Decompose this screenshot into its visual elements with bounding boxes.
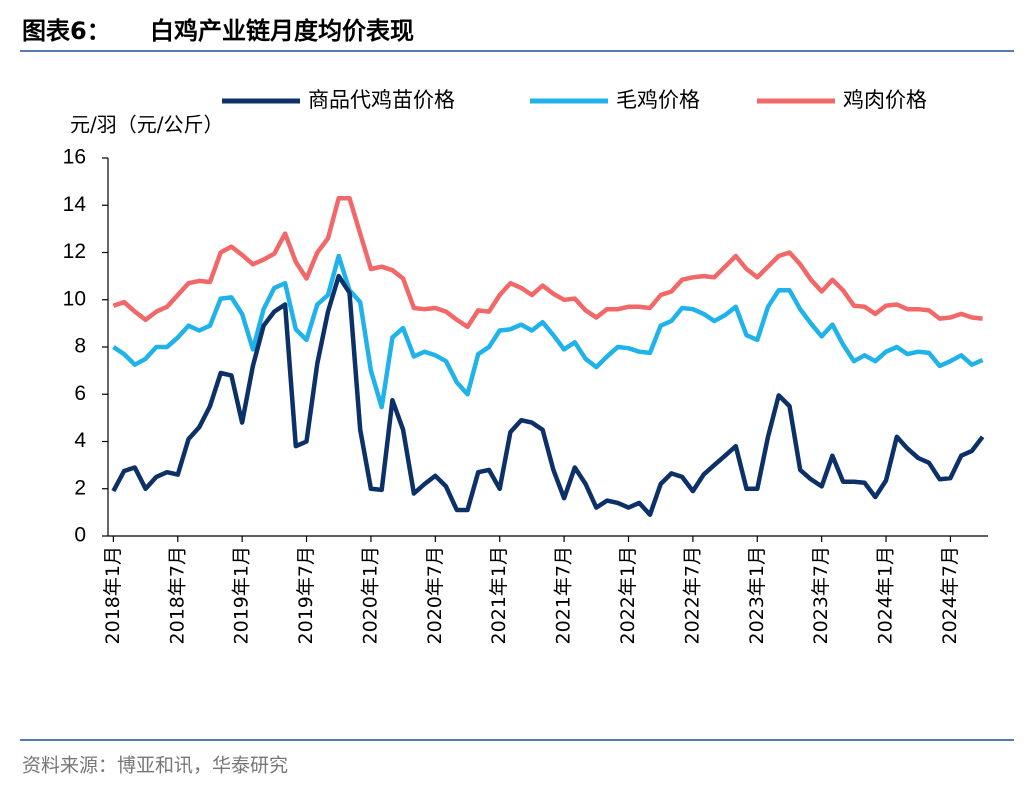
x-tick-label: 2018年1月 [102, 546, 124, 644]
y-tick-label: 12 [63, 240, 86, 263]
series-line [111, 273, 985, 517]
y-tick-label: 14 [63, 193, 87, 216]
y-tick-label: 8 [74, 335, 86, 358]
source-note: 资料来源：博亚和讯，华泰研究 [22, 755, 288, 777]
y-tick-label: 6 [74, 382, 86, 405]
x-tick-label: 2020年7月 [424, 546, 446, 644]
x-tick-label: 2024年1月 [875, 546, 897, 644]
legend-label: 鸡肉价格 [843, 88, 927, 112]
chart-title: 白鸡产业链月度均价表现 [150, 17, 414, 45]
y-axis-label: 元/羽（元/公斤） [70, 113, 223, 137]
x-tick-label: 2020年1月 [359, 546, 381, 644]
y-tick-label: 2 [74, 476, 86, 499]
legend-label: 毛鸡价格 [616, 88, 700, 112]
x-tick-label: 2019年7月 [295, 546, 317, 644]
legend-label: 商品代鸡苗价格 [308, 88, 455, 112]
x-tick-label: 2023年1月 [746, 546, 768, 644]
x-tick-label: 2018年7月 [166, 546, 188, 644]
y-tick-label: 0 [74, 524, 86, 547]
x-tick-label: 2021年7月 [553, 546, 575, 644]
y-tick-label: 4 [74, 429, 86, 452]
x-tick-label: 2024年7月 [939, 546, 961, 644]
series-line [112, 195, 983, 330]
series-line [112, 253, 984, 410]
y-tick-label: 10 [63, 287, 86, 310]
x-tick-label: 2022年1月 [617, 546, 639, 644]
x-tick-label: 2023年7月 [810, 546, 832, 644]
x-tick-label: 2019年1月 [231, 546, 253, 644]
x-tick-label: 2021年1月 [488, 546, 510, 644]
figure-label: 图表6： [22, 17, 111, 45]
y-tick-label: 16 [63, 146, 86, 169]
x-tick-label: 2022年7月 [681, 546, 703, 644]
